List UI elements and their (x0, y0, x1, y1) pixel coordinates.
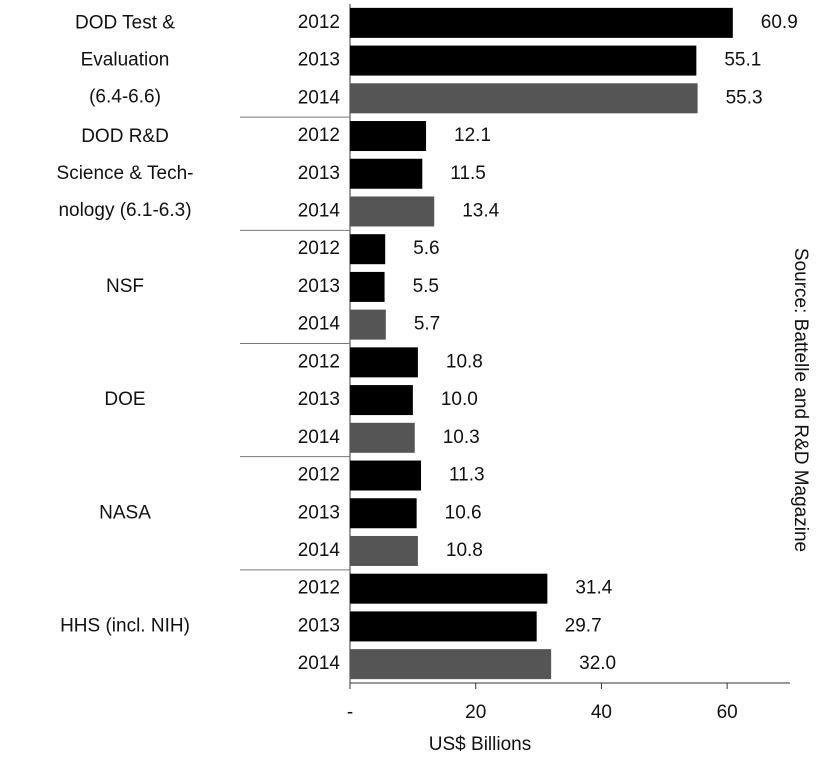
group-label: NSF (106, 276, 144, 297)
x-axis-title: US$ Billions (429, 734, 531, 755)
year-label: 2014 (298, 427, 341, 448)
value-label: 10.6 (445, 502, 482, 523)
year-label: 2014 (298, 653, 341, 674)
bar (350, 611, 537, 642)
value-label: 32.0 (579, 653, 616, 674)
bar (350, 422, 415, 453)
value-label: 5.5 (413, 276, 439, 297)
value-label: 11.3 (449, 465, 485, 486)
x-tick-label: 40 (591, 702, 612, 723)
year-label: 2012 (298, 351, 340, 372)
bar (350, 234, 386, 265)
bar (350, 498, 417, 529)
value-label: 55.1 (724, 50, 761, 71)
x-tick-label: 20 (465, 702, 486, 723)
value-label: 10.8 (446, 351, 483, 372)
year-label: 2013 (298, 163, 340, 184)
bar (350, 535, 418, 566)
group-label: Science & Tech- (57, 163, 194, 184)
group-label: nology (6.1-6.3) (58, 200, 191, 221)
bar (350, 83, 698, 114)
year-label: 2013 (298, 276, 340, 297)
value-label: 12.1 (454, 125, 491, 146)
x-tick-label: 60 (717, 702, 738, 723)
bar (350, 347, 418, 378)
bar (350, 385, 413, 416)
group-label: DOD R&D (81, 126, 169, 147)
year-label: 2014 (298, 87, 341, 108)
group-label: DOE (104, 389, 145, 410)
group-label: NASA (99, 502, 151, 523)
year-label: 2012 (298, 238, 340, 259)
value-label: 31.4 (575, 578, 612, 599)
value-label: 13.4 (462, 200, 499, 221)
year-label: 2014 (298, 314, 341, 335)
value-label: 10.8 (446, 540, 483, 561)
bar (350, 573, 548, 604)
year-label: 2013 (298, 389, 340, 410)
bar (350, 196, 435, 227)
year-label: 2012 (298, 465, 340, 486)
year-label: 2013 (298, 50, 340, 71)
bar (350, 7, 733, 38)
source-note: Source: Battelle and R&D Magazine (790, 248, 811, 552)
x-tick-label: - (347, 702, 353, 723)
year-label: 2012 (298, 578, 340, 599)
bar (350, 649, 552, 680)
value-label: 5.7 (414, 314, 440, 335)
bar (350, 271, 385, 302)
bar (350, 121, 427, 152)
value-label: 55.3 (726, 87, 763, 108)
bar (350, 158, 423, 189)
year-label: 2014 (298, 540, 341, 561)
value-label: 10.0 (441, 389, 478, 410)
value-label: 29.7 (565, 615, 602, 636)
value-label: 11.5 (450, 163, 486, 184)
bar (350, 460, 422, 491)
year-label: 2012 (298, 125, 340, 146)
year-label: 2014 (298, 200, 341, 221)
bar (350, 309, 386, 340)
group-label: (6.4-6.6) (89, 87, 161, 108)
year-label: 2013 (298, 615, 340, 636)
value-label: 60.9 (761, 12, 798, 33)
group-label: DOD Test & (75, 13, 175, 34)
value-label: 10.3 (443, 427, 480, 448)
value-label: 5.6 (413, 238, 439, 259)
year-label: 2012 (298, 12, 340, 33)
group-label: HHS (incl. NIH) (60, 615, 190, 636)
bar (350, 45, 697, 76)
group-label: Evaluation (81, 50, 170, 71)
year-label: 2013 (298, 502, 340, 523)
